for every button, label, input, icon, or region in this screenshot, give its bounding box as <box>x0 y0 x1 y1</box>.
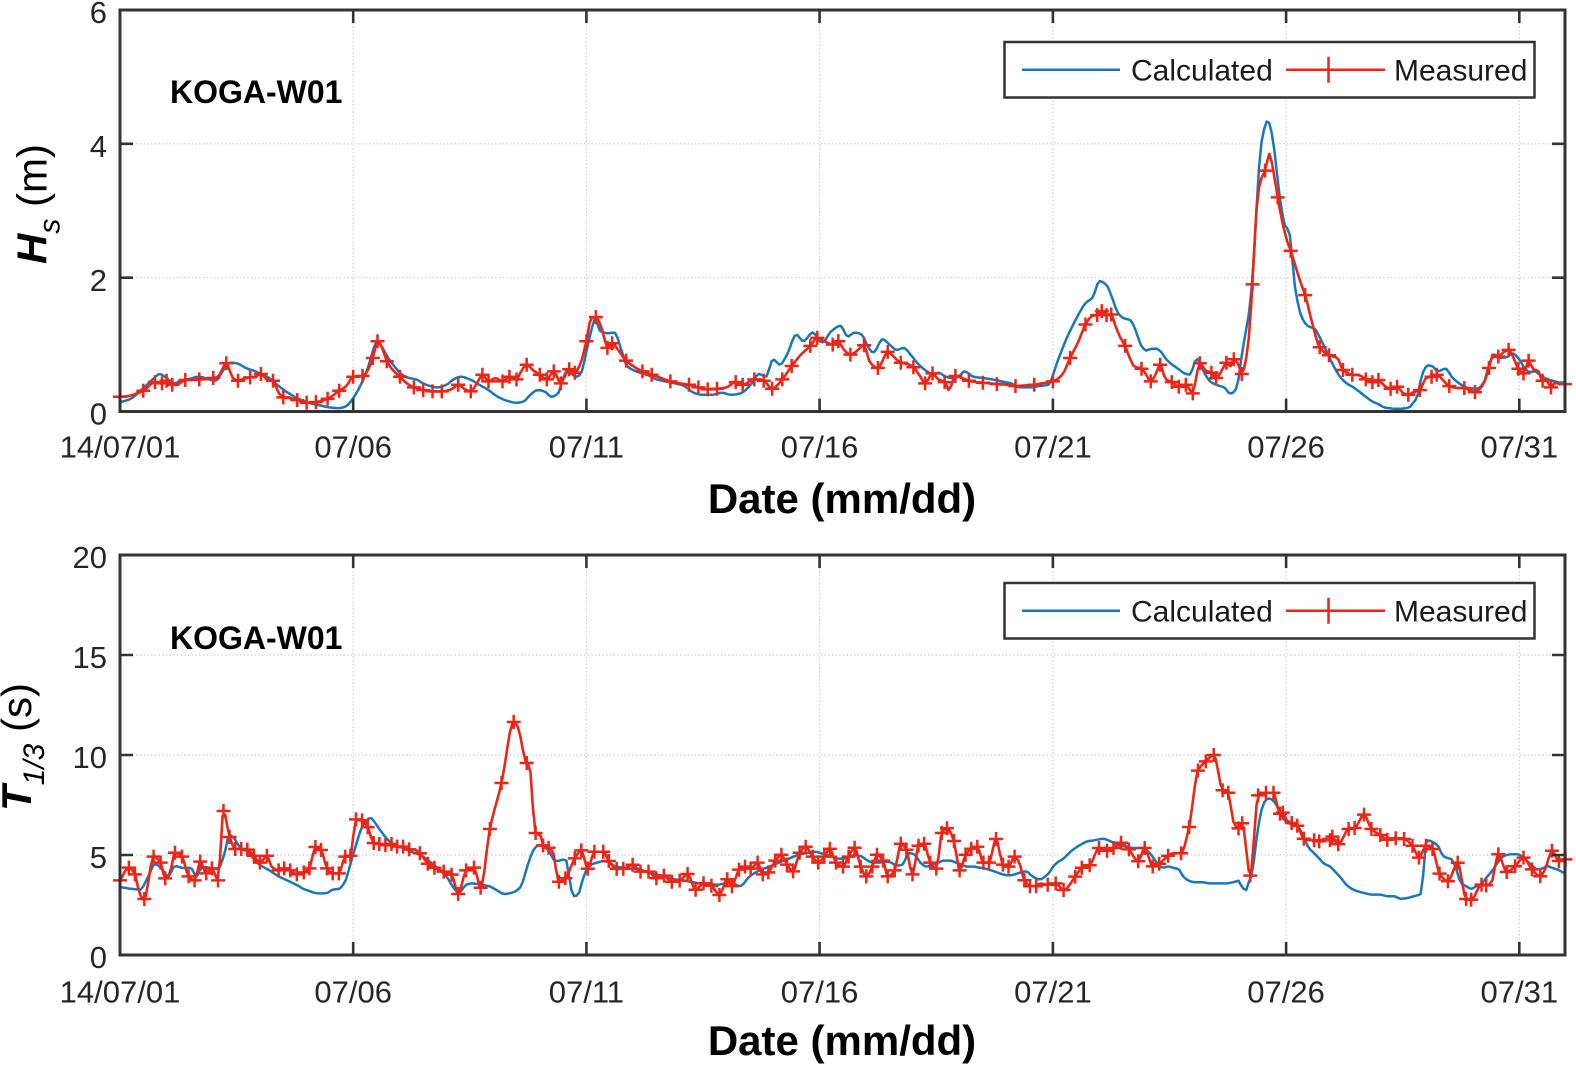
svg-text:6: 6 <box>90 0 107 30</box>
svg-text:2: 2 <box>90 263 107 298</box>
svg-text:15: 15 <box>73 640 107 675</box>
svg-text:07/16: 07/16 <box>781 430 859 465</box>
svg-text:Measured: Measured <box>1394 595 1527 628</box>
svg-text:Measured: Measured <box>1394 54 1527 87</box>
svg-text:Calculated: Calculated <box>1131 595 1273 628</box>
svg-text:07/06: 07/06 <box>314 430 392 465</box>
svg-text:07/11: 07/11 <box>549 430 624 465</box>
svg-text:07/31: 07/31 <box>1481 430 1559 465</box>
svg-text:0: 0 <box>90 397 107 432</box>
svg-text:07/21: 07/21 <box>1014 975 1092 1010</box>
svg-text:07/21: 07/21 <box>1014 430 1092 465</box>
svg-text:Date (mm/dd): Date (mm/dd) <box>708 1017 976 1064</box>
svg-text:KOGA-W01: KOGA-W01 <box>170 74 342 110</box>
svg-text:20: 20 <box>73 540 107 575</box>
svg-text:0: 0 <box>90 940 107 975</box>
svg-text:Date (mm/dd): Date (mm/dd) <box>708 475 976 522</box>
svg-text:07/26: 07/26 <box>1247 430 1325 465</box>
svg-text:T1/3 (s): T1/3 (s) <box>0 683 51 811</box>
svg-text:07/11: 07/11 <box>549 975 624 1010</box>
svg-text:KOGA-W01: KOGA-W01 <box>170 620 342 656</box>
svg-text:07/16: 07/16 <box>781 975 859 1010</box>
svg-text:4: 4 <box>90 129 107 164</box>
svg-text:5: 5 <box>90 840 107 875</box>
svg-text:07/26: 07/26 <box>1247 975 1325 1010</box>
svg-text:14/07/01: 14/07/01 <box>60 975 181 1010</box>
svg-text:14/07/01: 14/07/01 <box>60 430 181 465</box>
svg-text:Calculated: Calculated <box>1131 54 1273 87</box>
svg-text:07/06: 07/06 <box>314 975 392 1010</box>
svg-text:07/31: 07/31 <box>1481 975 1559 1010</box>
svg-text:Hs (m): Hs (m) <box>9 144 67 264</box>
svg-text:10: 10 <box>73 740 107 775</box>
